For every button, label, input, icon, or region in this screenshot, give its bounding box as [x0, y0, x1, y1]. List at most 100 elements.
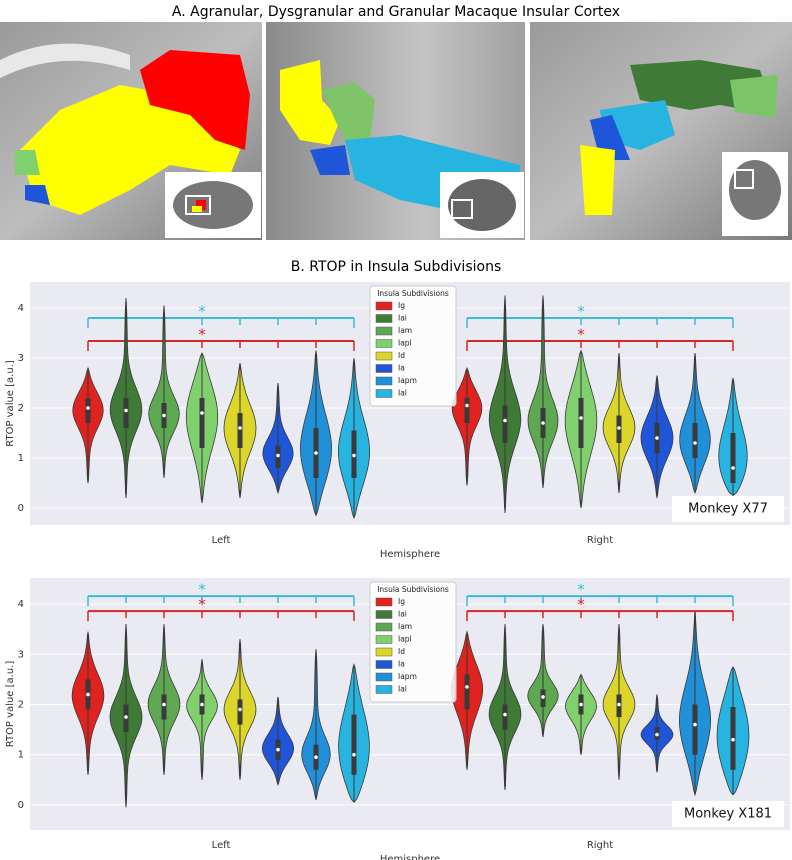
- brain-image-coronal: [266, 22, 525, 240]
- legend-swatch: [375, 301, 393, 311]
- violin-median: [503, 418, 507, 423]
- violin-median: [200, 702, 204, 707]
- legend-label: Ial: [398, 685, 407, 694]
- violin-box: [237, 413, 243, 448]
- significance-star: *: [198, 326, 206, 344]
- y-tick-label: 2: [18, 700, 24, 711]
- significance-star: *: [198, 303, 206, 321]
- legend-label: Iapl: [398, 635, 412, 644]
- violin-box: [464, 674, 470, 710]
- legend-swatch: [375, 351, 393, 361]
- legend-swatch: [375, 610, 393, 619]
- legend-label: Iai: [398, 610, 407, 619]
- legend-label: Iai: [398, 314, 407, 323]
- significance-star: *: [577, 303, 585, 321]
- y-tick-label: 4: [18, 599, 24, 610]
- violin-median: [731, 466, 735, 470]
- violin-box: [502, 405, 508, 443]
- legend-label: Iapl: [398, 339, 412, 348]
- violin-median: [86, 692, 90, 697]
- legend-title: Insula Subdivisions: [377, 585, 449, 594]
- legend-swatch: [375, 364, 393, 373]
- violin-box: [123, 398, 129, 428]
- significance-star: *: [577, 581, 585, 599]
- violin-median: [731, 737, 735, 742]
- x-tick-label: Right: [587, 535, 613, 546]
- legend-swatch: [375, 635, 393, 644]
- legend-label: Ig: [398, 301, 405, 310]
- y-axis-label: RTOP value [a.u.]: [5, 360, 16, 447]
- annotation: Monkey X181: [684, 807, 772, 822]
- violin-median: [162, 413, 166, 418]
- brain-image-axial: [530, 22, 792, 240]
- legend-swatch: [375, 339, 393, 348]
- y-tick-label: 3: [18, 353, 24, 364]
- violin-median: [465, 685, 469, 689]
- y-tick-label: 0: [18, 503, 24, 514]
- y-tick-label: 4: [18, 303, 24, 314]
- legend-swatch: [375, 622, 393, 632]
- x-tick-label: Left: [212, 840, 231, 851]
- violin-median: [162, 702, 166, 707]
- legend-swatch: [375, 326, 393, 336]
- violin-median: [238, 426, 242, 430]
- chart-title: B. RTOP in Insula Subdivisions: [291, 259, 502, 275]
- violin-median: [693, 441, 697, 445]
- y-tick-label: 2: [18, 403, 24, 414]
- y-tick-label: 1: [18, 750, 24, 761]
- legend-label: Iam: [398, 326, 412, 335]
- x-axis-label: Hemisphere: [380, 549, 440, 560]
- violin-median: [352, 453, 356, 458]
- legend-swatch: [375, 685, 393, 694]
- violin-box: [161, 694, 167, 720]
- significance-star: *: [198, 581, 206, 599]
- violin-median: [655, 732, 659, 737]
- legend-label: Iapm: [398, 376, 417, 385]
- legend-swatch: [375, 314, 393, 323]
- violin-box: [85, 398, 91, 423]
- legend-swatch: [375, 597, 393, 607]
- legend-label: Ia: [398, 364, 405, 373]
- x-axis-label: Hemisphere: [380, 854, 440, 860]
- violin-median: [541, 421, 545, 425]
- legend-swatch: [375, 389, 393, 398]
- x-tick-label: Left: [212, 535, 231, 546]
- violin-median: [579, 702, 583, 707]
- violin-median: [541, 695, 545, 699]
- violin-median: [314, 755, 318, 760]
- violin-median: [352, 752, 356, 757]
- violin-median: [579, 416, 583, 420]
- significance-star: *: [577, 596, 585, 614]
- legend-swatch: [375, 660, 393, 669]
- violin-median: [314, 451, 318, 455]
- violin-median: [655, 436, 659, 440]
- violin-median: [238, 707, 242, 712]
- y-tick-label: 0: [18, 800, 24, 811]
- annotation-box: [672, 801, 784, 827]
- annotation: Monkey X77: [688, 502, 768, 517]
- legend-swatch: [375, 376, 393, 386]
- legend-swatch: [375, 672, 393, 682]
- violin-median: [200, 411, 204, 415]
- y-tick-label: 1: [18, 453, 24, 464]
- legend-swatch: [375, 647, 393, 657]
- violin-median: [124, 715, 128, 719]
- legend-label: Id: [398, 647, 405, 656]
- legend-label: Iapm: [398, 672, 417, 681]
- violin-median: [276, 453, 280, 458]
- legend-label: Ia: [398, 660, 405, 669]
- violin-median: [86, 406, 90, 410]
- violin-median: [124, 408, 128, 413]
- violin-box: [351, 714, 357, 775]
- x-tick-label: Right: [587, 840, 613, 851]
- brain-image-sagittal: [0, 22, 262, 240]
- violin-box: [502, 704, 508, 730]
- violin-median: [465, 403, 469, 408]
- violin-median: [503, 712, 507, 717]
- violin-box: [578, 398, 584, 448]
- legend-label: Id: [398, 351, 405, 360]
- significance-star: *: [198, 596, 206, 614]
- violin-box: [237, 699, 243, 725]
